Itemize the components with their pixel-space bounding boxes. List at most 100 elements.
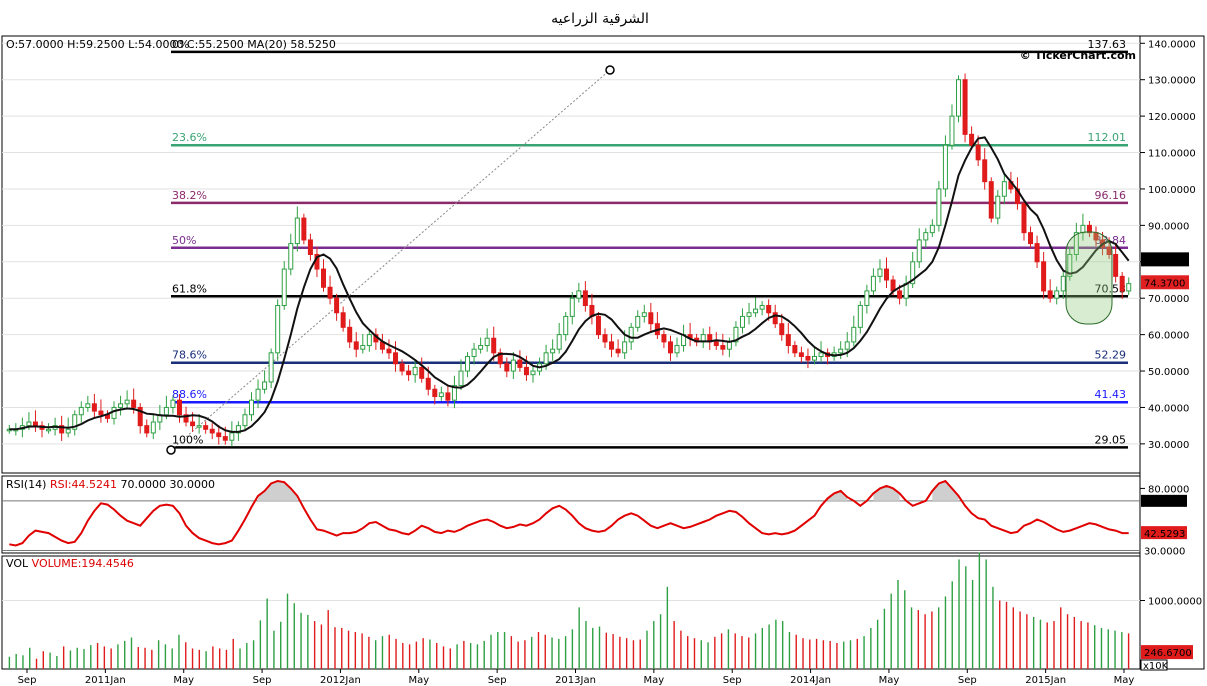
candle-body	[65, 428, 71, 434]
candle-body	[366, 334, 372, 347]
candle-body	[720, 345, 726, 350]
candle-body	[739, 315, 745, 328]
candle-body	[144, 425, 150, 434]
price-badge-label: 74.3700	[1144, 278, 1185, 289]
candle-body	[877, 268, 883, 277]
candle-body	[190, 421, 196, 427]
candle-body	[897, 290, 903, 299]
candle-body	[779, 323, 785, 336]
price-tick-label: 110.0000	[1148, 149, 1196, 160]
candle-body	[393, 352, 399, 365]
candle-body	[46, 428, 52, 432]
rsi-level-badge	[1141, 494, 1187, 507]
candle-body	[969, 133, 975, 146]
candle-body	[445, 392, 451, 401]
candle-body	[910, 261, 916, 285]
price-tick-label: 100.0000	[1148, 185, 1196, 196]
candle-body	[517, 359, 523, 368]
candle-body	[209, 428, 215, 434]
candle-body	[1113, 254, 1119, 277]
candle-body	[870, 275, 876, 292]
candle-body	[523, 366, 529, 376]
candle-body	[438, 392, 444, 398]
candle-body	[248, 399, 254, 416]
fib-anchor-top[interactable]	[605, 65, 615, 75]
candle-body	[1060, 275, 1066, 292]
candle-body	[1126, 283, 1132, 292]
fib-value-label: 70.53	[1095, 282, 1127, 295]
candle-body	[602, 334, 608, 343]
candle-body	[491, 337, 497, 354]
fib-value-label: 137.63	[1088, 38, 1127, 51]
candle-body	[307, 239, 313, 256]
candle-body	[150, 421, 156, 434]
candle-body	[1119, 275, 1125, 292]
candle-body	[844, 341, 850, 350]
candle-body	[111, 406, 117, 419]
candle-body	[432, 388, 438, 398]
price-tick-label: 120.0000	[1148, 112, 1196, 123]
candle-body	[32, 421, 38, 427]
candle-body	[406, 370, 412, 376]
candle-body	[956, 79, 962, 117]
candle-body	[648, 312, 654, 325]
chart-title: الشرقية الزراعيه	[551, 11, 649, 27]
candle-body	[851, 326, 857, 343]
fib-percent-label: 23.6%	[172, 131, 207, 144]
time-tick-label: 2013Jan	[555, 675, 596, 686]
candle-body	[26, 421, 32, 427]
candle-body	[1086, 224, 1092, 234]
price-badge	[1141, 275, 1189, 290]
candle-body	[759, 304, 765, 310]
candle-body	[235, 425, 241, 434]
candle-body	[347, 326, 353, 343]
fib-value-label: 52.29	[1095, 349, 1127, 362]
volume-unit-badge	[1140, 659, 1168, 671]
candle-body	[818, 352, 824, 357]
candle-body	[294, 217, 300, 245]
fib-anchor-bottom[interactable]	[166, 445, 176, 455]
time-tick-label: Sep	[18, 675, 37, 686]
price-tick-label: 90.0000	[1148, 221, 1189, 232]
price-tick-label: 140.0000	[1148, 39, 1196, 50]
candle-body	[98, 410, 104, 416]
price-tick-label: 40.0000	[1148, 403, 1189, 414]
candle-body	[595, 315, 601, 336]
candle-body	[255, 388, 261, 401]
fib-percent-label: 100%	[172, 433, 203, 446]
volume-bars	[8, 552, 1130, 669]
candle-body	[975, 144, 981, 161]
candle-body	[726, 341, 732, 350]
candle-body	[550, 348, 556, 354]
time-tick-label: Sep	[488, 675, 507, 686]
candle-body	[222, 436, 228, 441]
candle-body	[281, 268, 287, 306]
candle-body	[399, 363, 405, 372]
candle-body	[216, 432, 222, 438]
price-tick-label: 60.0000	[1148, 331, 1189, 342]
fib-percent-label: 38.2%	[172, 189, 207, 202]
fib-value-label: 96.16	[1095, 189, 1127, 202]
candle-body	[1067, 254, 1073, 277]
candle-body	[504, 363, 510, 372]
candle-body	[667, 341, 673, 354]
candle-body	[59, 425, 65, 434]
candle-body	[1080, 224, 1086, 234]
rsi-level-badge-label: 30.0000	[1144, 547, 1185, 558]
candle-body	[864, 290, 870, 306]
price-tick-label: 50.0000	[1148, 367, 1189, 378]
candle-body	[929, 224, 935, 234]
candle-body	[196, 425, 202, 428]
price-candles	[6, 73, 1132, 447]
candle-body	[176, 399, 182, 416]
price-tick-label: 30.0000	[1148, 440, 1189, 451]
rsi-tick-label: 80.0000	[1148, 484, 1189, 495]
candle-body	[321, 268, 327, 288]
time-tick-label: May	[1114, 675, 1135, 686]
candle-body	[334, 297, 340, 314]
fib-percent-label: 0%	[172, 38, 189, 51]
price-badge	[1141, 252, 1189, 267]
candle-body	[982, 159, 988, 183]
candle-body	[923, 232, 929, 241]
